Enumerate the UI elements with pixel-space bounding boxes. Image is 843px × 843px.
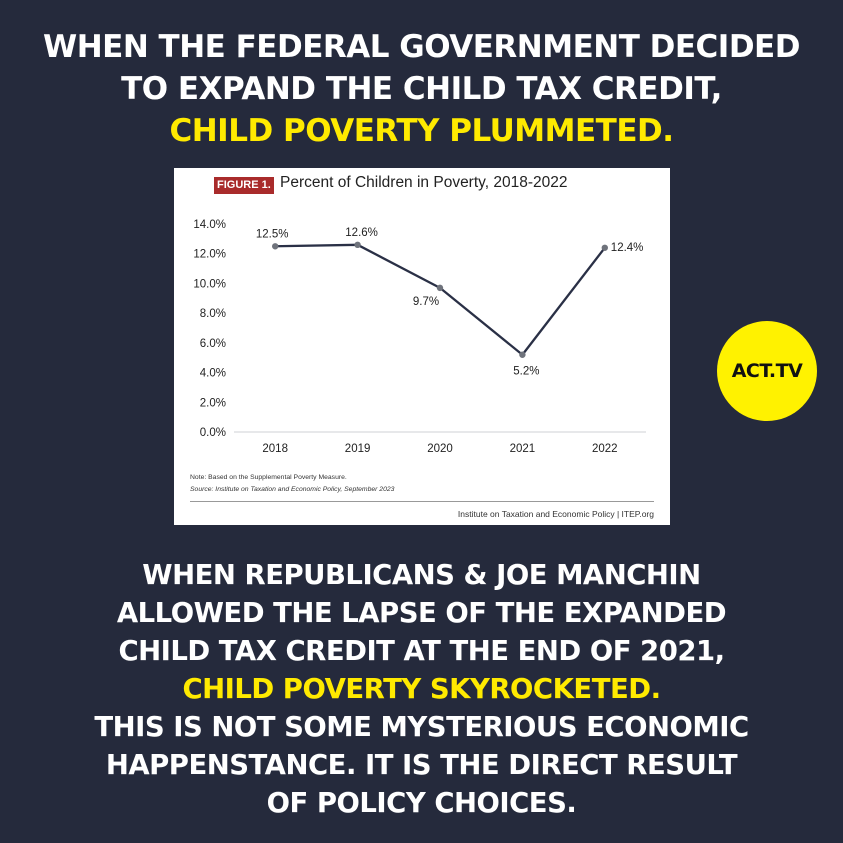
x-tick-label: 2018 — [262, 443, 288, 455]
headline-bottom-line-4: THIS IS NOT SOME MYSTERIOUS ECONOMIC — [94, 711, 749, 743]
headline-bottom-highlight: CHILD POVERTY SKYROCKETED. — [182, 673, 661, 705]
data-label: 9.7% — [413, 296, 439, 308]
y-tick-label: 10.0% — [193, 278, 226, 290]
data-label: 12.4% — [611, 242, 644, 254]
data-label: 12.5% — [256, 228, 289, 240]
y-tick-label: 6.0% — [200, 338, 226, 350]
x-tick-label: 2020 — [427, 443, 453, 455]
headline-top-line-1: WHEN THE FEDERAL GOVERNMENT DECIDED — [43, 29, 800, 65]
x-tick-label: 2022 — [592, 443, 618, 455]
chart-note: Note: Based on the Supplemental Poverty … — [190, 474, 347, 481]
data-point — [601, 244, 608, 251]
data-label: 12.6% — [345, 227, 378, 239]
y-tick-label: 14.0% — [193, 219, 226, 231]
footer-divider — [190, 501, 654, 502]
headline-bottom-line-2: ALLOWED THE LAPSE OF THE EXPANDED — [116, 597, 727, 629]
x-tick-label: 2021 — [510, 443, 536, 455]
x-tick-label: 2019 — [345, 443, 371, 455]
data-point — [436, 284, 444, 292]
data-point — [272, 243, 279, 250]
headline-bottom-line-3: CHILD TAX CREDIT AT THE END OF 2021, — [118, 635, 725, 667]
y-tick-label: 8.0% — [200, 308, 226, 320]
chart-title: Percent of Children in Poverty, 2018-202… — [280, 174, 568, 191]
series-line — [275, 243, 606, 356]
chart-footer: Institute on Taxation and Economic Polic… — [457, 509, 654, 519]
y-tick-label: 0.0% — [200, 427, 226, 439]
headline-top: WHEN THE FEDERAL GOVERNMENT DECIDED TO E… — [0, 26, 843, 152]
data-point — [519, 351, 526, 358]
act-tv-logo: ACT.TV — [717, 321, 817, 421]
headline-top-highlight: CHILD POVERTY PLUMMETED. — [169, 113, 674, 149]
headline-top-line-2: TO EXPAND THE CHILD TAX CREDIT, — [121, 71, 722, 107]
chart-card: FIGURE 1. Percent of Children in Poverty… — [174, 168, 670, 525]
data-point — [354, 241, 361, 248]
data-label: 5.2% — [513, 366, 539, 378]
headline-bottom-line-6: OF POLICY CHOICES. — [266, 787, 577, 819]
y-tick-label: 4.0% — [200, 368, 226, 380]
headline-bottom-line-1: WHEN REPUBLICANS & JOE MANCHIN — [142, 559, 701, 591]
y-tick-label: 2.0% — [200, 397, 226, 409]
headline-bottom: WHEN REPUBLICANS & JOE MANCHIN ALLOWED T… — [0, 556, 843, 822]
chart-plot: 0.0% 2.0% 4.0% 6.0% 8.0% 10.0% 12.0% 14.0% 2018 2… — [193, 219, 646, 455]
headline-bottom-line-5: HAPPENSTANCE. IT IS THE DIRECT RESULT — [105, 749, 738, 781]
y-tick-label: 12.0% — [193, 249, 226, 261]
logo-text: ACT.TV — [731, 360, 803, 382]
figure-label-badge: FIGURE 1. — [214, 177, 274, 194]
chart-source: Source: Institute on Taxation and Econom… — [190, 486, 395, 493]
